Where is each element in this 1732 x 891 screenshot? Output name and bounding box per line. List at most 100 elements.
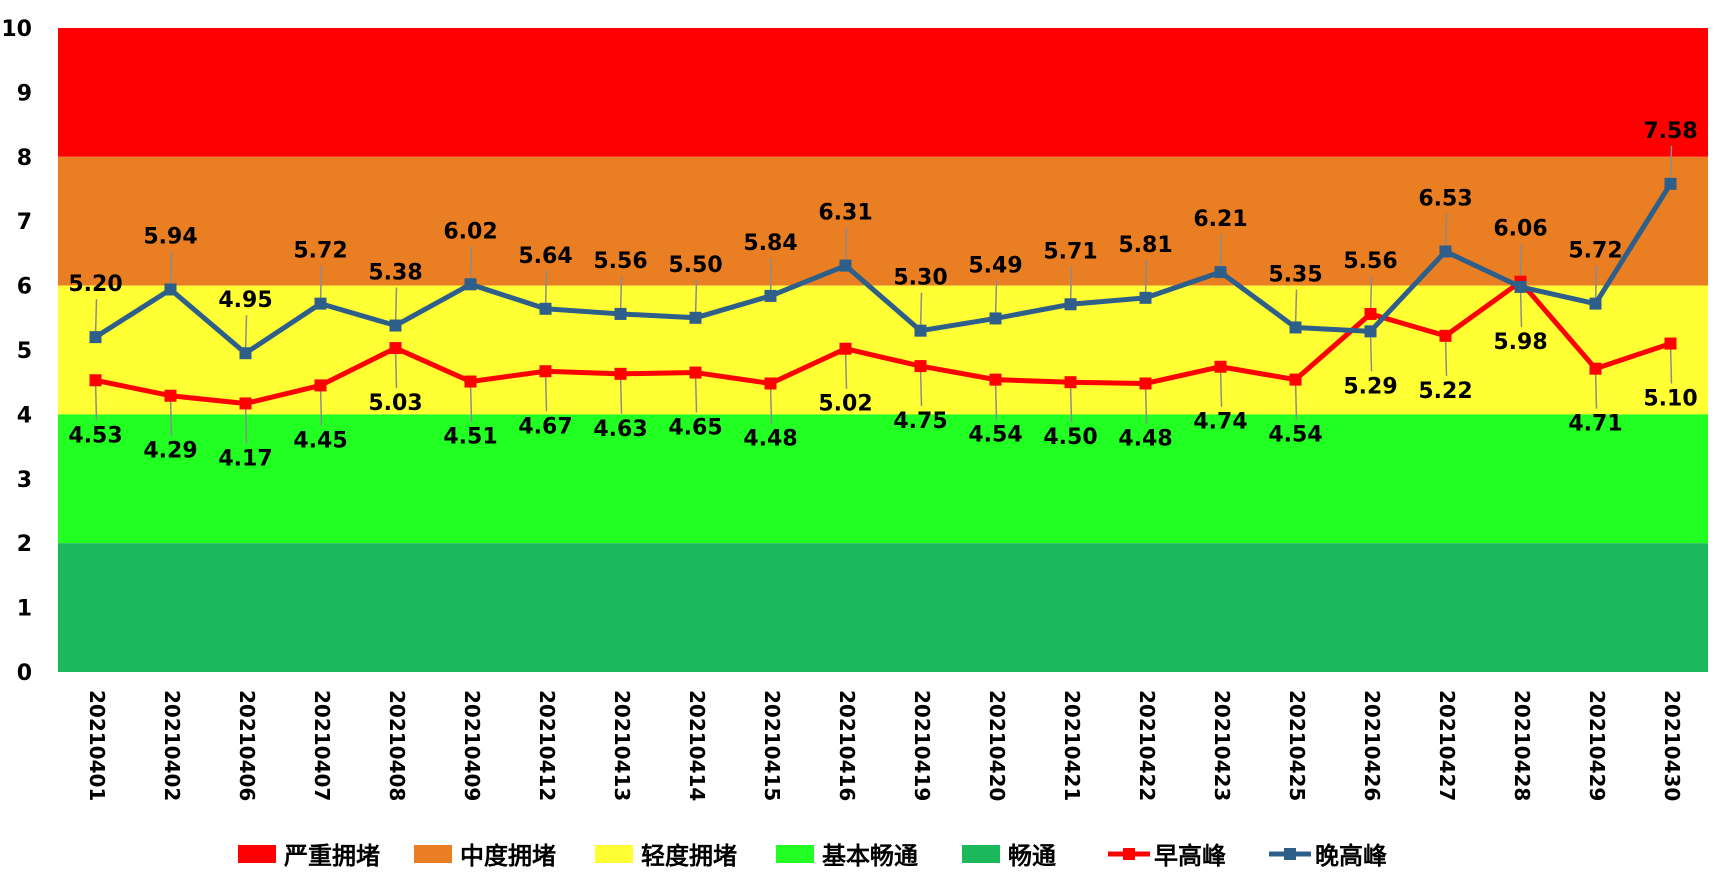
leader-line — [844, 227, 848, 266]
series-0-point — [1139, 377, 1152, 390]
x-tick-label: 20210406 — [235, 690, 259, 801]
leader-line — [394, 287, 398, 326]
series-1-point — [1589, 297, 1602, 310]
series-1-point — [1139, 291, 1152, 304]
legend-label: 严重拥堵 — [284, 842, 380, 870]
x-tick-label: 20210401 — [85, 690, 109, 801]
series-1-point — [389, 319, 402, 332]
x-tick-label: 20210412 — [535, 690, 559, 801]
series-0-point — [1364, 307, 1377, 320]
series-0-data-label: 4.54 — [968, 423, 1022, 448]
series-1-point — [1514, 280, 1527, 293]
leader-line — [1669, 145, 1673, 184]
x-tick-label: 20210423 — [1210, 690, 1234, 801]
leader-line — [1669, 343, 1673, 384]
legend-swatch — [962, 845, 1000, 863]
series-1-point — [614, 307, 627, 320]
y-tick-label: 1 — [17, 597, 32, 622]
series-0-point — [1064, 376, 1077, 389]
x-tick-label: 20210430 — [1660, 690, 1684, 801]
series-0-data-label: 4.74 — [1193, 410, 1247, 435]
series-0-data-label: 5.56 — [1343, 249, 1397, 274]
series-0-data-label: 5.03 — [368, 391, 422, 416]
series-0-data-label: 4.50 — [1043, 425, 1097, 450]
series-1-point — [239, 347, 252, 360]
leader-line — [169, 251, 173, 290]
series-1-data-label: 5.20 — [68, 272, 122, 297]
series-1-point — [1289, 321, 1302, 334]
x-tick-label: 20210420 — [985, 690, 1009, 801]
leader-line — [319, 265, 323, 304]
y-tick-label: 9 — [17, 81, 32, 106]
series-1-point — [89, 331, 102, 344]
leader-line — [1369, 331, 1373, 372]
series-1-data-label: 5.72 — [1568, 239, 1622, 264]
leader-line — [1219, 366, 1223, 407]
series-0-point — [464, 375, 477, 388]
legend-label: 晚高峰 — [1315, 842, 1387, 870]
x-tick-label: 20210421 — [1060, 690, 1084, 801]
x-axis-ticks: 20210401 20210402 20210406 20210407 20210408… — [85, 690, 1684, 801]
series-1-point — [1214, 266, 1227, 279]
leader-line — [1144, 259, 1148, 298]
legend-swatch — [595, 845, 633, 863]
leader-line — [1069, 266, 1073, 305]
series-1-data-label: 5.84 — [743, 231, 797, 256]
band-4 — [58, 543, 1708, 672]
series-1-point — [314, 297, 327, 310]
leader-line — [319, 385, 323, 426]
leader-line — [694, 372, 698, 413]
series-0-point — [1214, 360, 1227, 373]
series-0-data-label: 4.51 — [443, 425, 497, 450]
series-0-data-label: 4.53 — [68, 423, 122, 448]
series-0-data-label: 5.22 — [1418, 379, 1472, 404]
series-1-point — [764, 289, 777, 302]
series-0-point — [1589, 362, 1602, 375]
series-0-point — [89, 374, 102, 387]
leader-line — [244, 403, 248, 444]
leader-line — [94, 299, 98, 338]
leader-line — [919, 292, 923, 331]
series-1-data-label: 7.58 — [1643, 119, 1697, 144]
series-0-point — [539, 365, 552, 378]
x-tick-label: 20210428 — [1510, 690, 1534, 801]
legend-label: 早高峰 — [1154, 842, 1226, 870]
series-lines — [94, 182, 1673, 406]
legend-marker — [1123, 848, 1135, 860]
legend: 严重拥堵 中度拥堵 轻度拥堵 基本畅通 畅通 早高峰 晚高峰 — [238, 842, 1387, 870]
series-line-1 — [94, 182, 1673, 356]
leader-line — [1444, 335, 1448, 376]
y-tick-label: 10 — [1, 17, 32, 42]
series-1-data-label: 5.29 — [1343, 374, 1397, 399]
x-tick-label: 20210429 — [1585, 690, 1609, 801]
x-tick-label: 20210426 — [1360, 690, 1384, 801]
series-1-data-label: 6.21 — [1193, 207, 1247, 232]
x-tick-label: 20210427 — [1435, 690, 1459, 801]
series-1-point — [1664, 177, 1677, 190]
y-tick-label: 4 — [17, 403, 32, 428]
leader-line — [169, 395, 173, 436]
series-1-point — [164, 283, 177, 296]
series-1-data-label: 5.81 — [1118, 233, 1172, 258]
y-tick-label: 8 — [17, 146, 32, 171]
series-0-point — [1289, 373, 1302, 386]
series-0-point — [314, 379, 327, 392]
leader-line — [694, 279, 698, 318]
series-1-data-label: 5.98 — [1493, 330, 1547, 355]
series-1-data-label: 5.71 — [1043, 239, 1097, 264]
series-0-point — [764, 377, 777, 390]
leader-line — [1144, 383, 1148, 424]
series-0-data-label: 4.63 — [593, 417, 647, 442]
series-1-data-label: 5.72 — [293, 239, 347, 264]
leader-line — [844, 348, 848, 389]
series-0-data-label: 6.06 — [1493, 217, 1547, 242]
series-0-data-label: 4.71 — [1568, 412, 1622, 437]
legend-swatch — [414, 845, 452, 863]
leader-line — [1294, 379, 1298, 420]
leader-line — [394, 348, 398, 389]
series-0-data-label: 4.48 — [743, 426, 797, 451]
y-axis-ticks: 0 1 2 3 4 5 6 7 8 9 10 — [1, 17, 32, 686]
series-0-data-label: 5.10 — [1643, 387, 1697, 412]
leader-line — [619, 275, 623, 314]
